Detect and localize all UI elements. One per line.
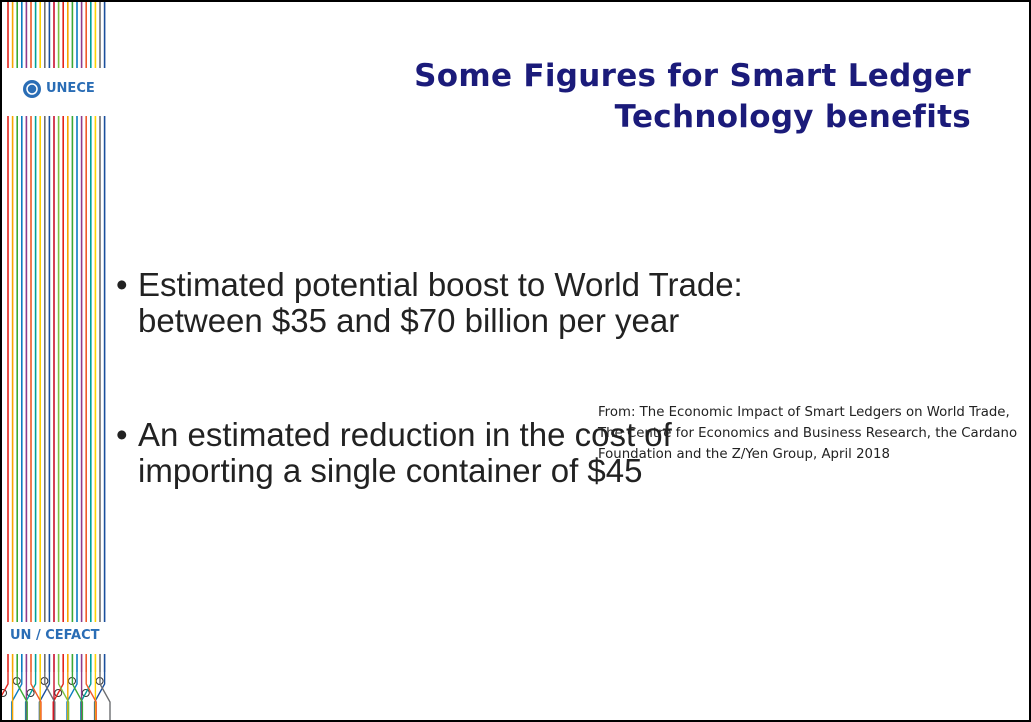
bullet-dot: •: [116, 416, 128, 454]
bullet-text: importing a single container of $45: [138, 452, 642, 490]
source-line: The Centre for Economics and Business Re…: [598, 426, 1017, 441]
source-line: From: The Economic Impact of Smart Ledge…: [598, 405, 1010, 420]
slide: UNECE UN / CEFACT Some Figures for Smart…: [0, 0, 1031, 722]
title-line: Technology benefits: [171, 99, 971, 135]
bullet-text: An estimated reduction in the cost of: [138, 416, 672, 454]
bullet-dot: •: [116, 266, 128, 304]
source-line: Foundation and the Z/Yen Group, April 20…: [598, 447, 890, 462]
un-emblem: [23, 80, 41, 98]
footer-logo: UN / CEFACT: [10, 627, 100, 644]
bullet-text: Estimated potential boost to World Trade…: [138, 266, 743, 304]
title-line: Some Figures for Smart Ledger: [171, 58, 971, 94]
page: UNECE UN / CEFACT Some Figures for Smart…: [0, 0, 1031, 722]
sidebar-graphic: [2, 2, 122, 720]
bullet-text: between $35 and $70 billion per year: [138, 302, 679, 340]
logo-text: UNECE: [46, 81, 95, 96]
